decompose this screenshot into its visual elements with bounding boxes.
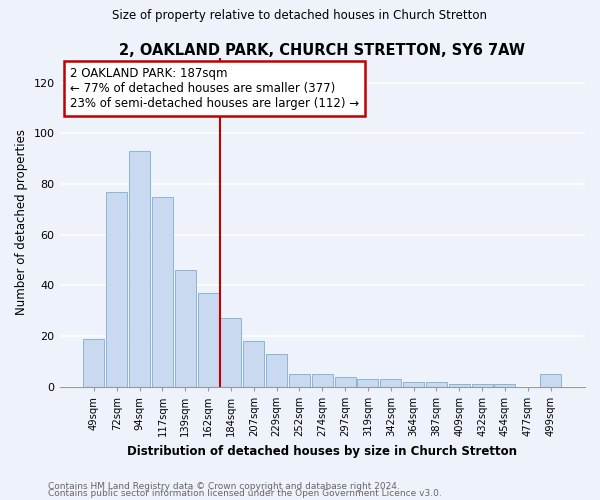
X-axis label: Distribution of detached houses by size in Church Stretton: Distribution of detached houses by size …: [127, 444, 517, 458]
Bar: [449, 384, 470, 387]
Bar: [380, 379, 401, 387]
Bar: [197, 293, 218, 387]
Bar: [472, 384, 493, 387]
Bar: [266, 354, 287, 387]
Text: Size of property relative to detached houses in Church Stretton: Size of property relative to detached ho…: [113, 10, 487, 22]
Text: Contains public sector information licensed under the Open Government Licence v3: Contains public sector information licen…: [48, 489, 442, 498]
Text: 2 OAKLAND PARK: 187sqm
← 77% of detached houses are smaller (377)
23% of semi-de: 2 OAKLAND PARK: 187sqm ← 77% of detached…: [70, 68, 359, 110]
Text: Contains HM Land Registry data © Crown copyright and database right 2024.: Contains HM Land Registry data © Crown c…: [48, 482, 400, 491]
Bar: [540, 374, 561, 387]
Bar: [312, 374, 333, 387]
Bar: [152, 197, 173, 387]
Bar: [358, 379, 379, 387]
Title: 2, OAKLAND PARK, CHURCH STRETTON, SY6 7AW: 2, OAKLAND PARK, CHURCH STRETTON, SY6 7A…: [119, 42, 525, 58]
Bar: [289, 374, 310, 387]
Bar: [175, 270, 196, 387]
Bar: [220, 318, 241, 387]
Bar: [243, 341, 264, 387]
Y-axis label: Number of detached properties: Number of detached properties: [15, 129, 28, 315]
Bar: [83, 338, 104, 387]
Bar: [494, 384, 515, 387]
Bar: [403, 382, 424, 387]
Bar: [426, 382, 447, 387]
Bar: [129, 151, 150, 387]
Bar: [106, 192, 127, 387]
Bar: [335, 376, 356, 387]
